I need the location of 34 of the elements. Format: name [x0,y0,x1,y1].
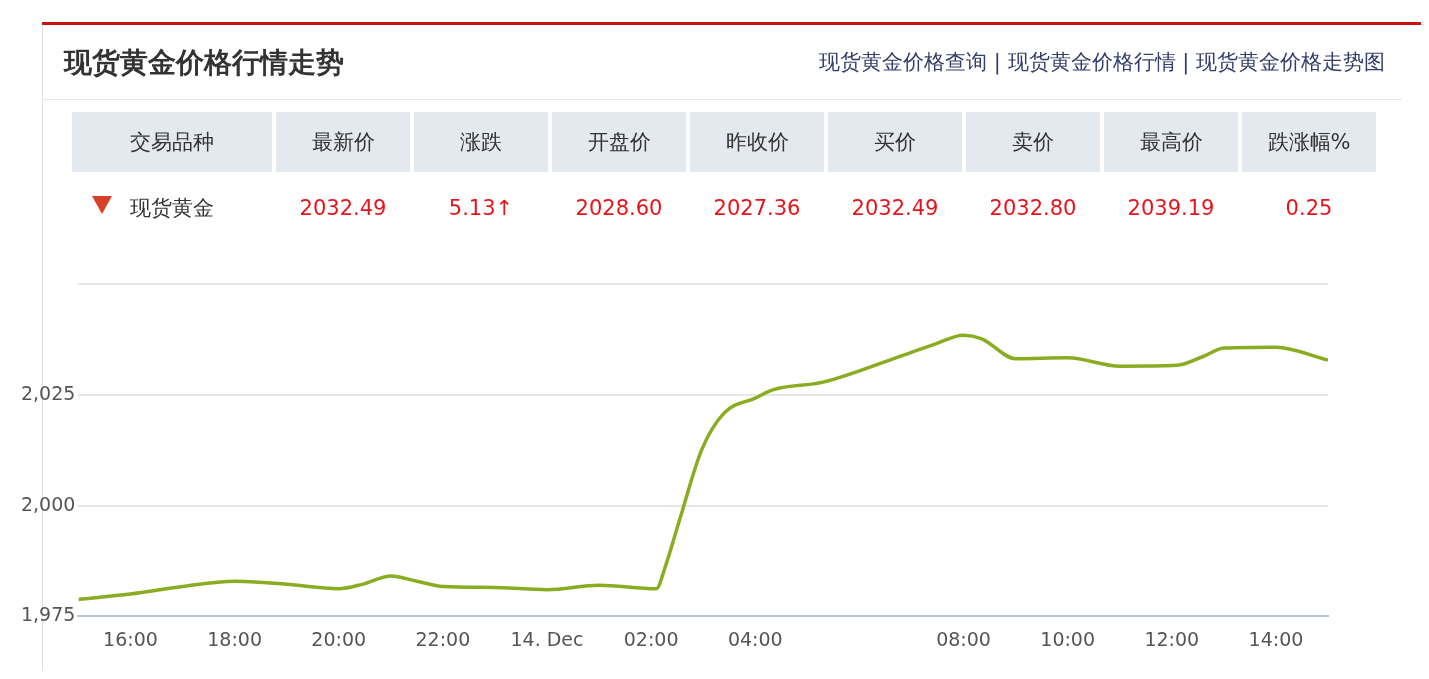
text: 交易品种 [72,112,272,172]
x-tick-label: 12:00 [1144,627,1200,650]
x-tick-label: 04:00 [727,627,783,650]
text: 开盘价 [552,112,686,172]
x-tick-label: 14:00 [1248,627,1304,650]
text: 2032.49 [850,195,940,222]
text: 买价 [828,112,962,172]
y-tick-label: 2,025 [20,381,76,404]
text: 涨跌 [414,112,548,172]
x-tick-label: 14. Dec [510,627,584,650]
text: 2028.60 [574,195,664,222]
text: 0.25 [1284,195,1334,222]
text: 2032.49 [298,195,388,222]
text: 2032.80 [988,195,1078,222]
text: 现货黄金价格查询 | 现货黄金价格行情 | 现货黄金价格走势图 [819,49,1385,76]
chart-title: 现货黄金价格行情走势 [64,45,344,81]
x-tick-label: 18:00 [207,627,262,650]
y-tick-label: 2,000 [20,492,76,515]
x-tick-label: 22:00 [415,627,471,650]
x-tick-label: 02:00 [623,627,679,650]
text: 跌涨幅% [1242,112,1376,172]
x-tick-label: 20:00 [311,627,367,650]
text: 卖价 [966,112,1100,172]
x-tick-label: 08:00 [936,627,991,650]
x-tick-label: 10:00 [1040,627,1096,650]
y-tick-label: 1,975 [20,603,76,626]
x-tick-label: 16:00 [103,627,158,650]
text: 最新价 [276,112,410,172]
text: 现货黄金 [129,195,215,222]
text: 2027.36 [712,195,802,222]
text: 5.13↑ [447,195,515,222]
text: 最高价 [1104,112,1238,172]
text: 2039.19 [1126,195,1216,222]
text: 昨收价 [690,112,824,172]
